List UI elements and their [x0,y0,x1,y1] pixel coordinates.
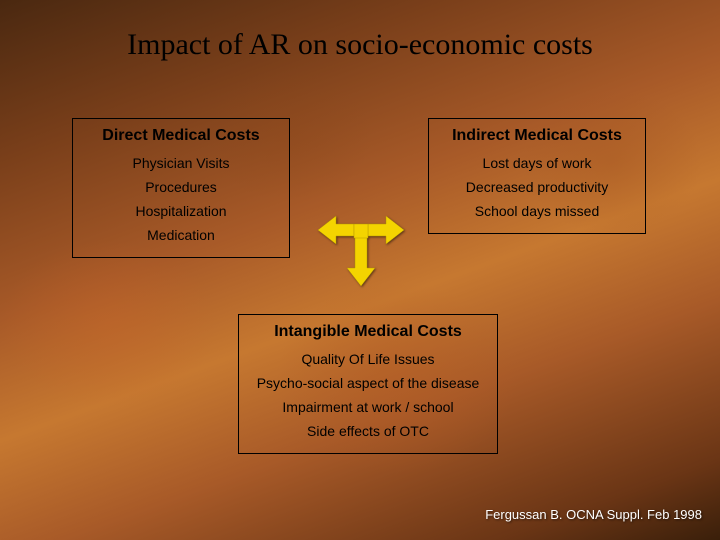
list-item: Physician Visits [132,155,229,171]
list-item: Medication [147,227,215,243]
list-item: Hospitalization [135,203,226,219]
three-way-arrow-icon [318,200,404,286]
list-item: Psycho-social aspect of the disease [257,375,480,391]
list-item: School days missed [475,203,600,219]
list-item: Quality Of Life Issues [301,351,434,367]
list-item: Decreased productivity [466,179,608,195]
list-item: Impairment at work / school [282,399,453,415]
citation-text: Fergussan B. OCNA Suppl. Feb 1998 [485,507,702,522]
indirect-costs-header: Indirect Medical Costs [452,127,622,145]
indirect-costs-box: Indirect Medical Costs Lost days of work… [428,118,646,234]
list-item: Side effects of OTC [307,423,429,439]
intangible-costs-box: Intangible Medical Costs Quality Of Life… [238,314,498,454]
list-item: Procedures [145,179,217,195]
slide-title: Impact of AR on socio-economic costs [0,28,720,62]
direct-costs-header: Direct Medical Costs [102,127,259,145]
intangible-costs-header: Intangible Medical Costs [274,323,462,341]
direct-costs-box: Direct Medical Costs Physician Visits Pr… [72,118,290,258]
list-item: Lost days of work [483,155,592,171]
